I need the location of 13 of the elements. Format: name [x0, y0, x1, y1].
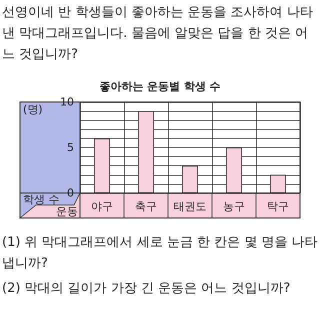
text: (1) 위 막대그래프에서 세로 눈금 한 칸은 몇 명을 나타냅니까?	[2, 235, 318, 271]
x-tick-label: 야구	[91, 200, 113, 213]
y-tick-label: 5	[67, 141, 74, 154]
x-tick-label: 농구	[223, 200, 245, 213]
x-tick-label: 태권도	[174, 200, 206, 213]
text: 선영이네 반 학생들이 좋아하는 운동을 조사하여 나타낸 막대그래프입니다. 물음에 알맞은 답을 한 것은 어느 것입니까?	[2, 5, 313, 62]
x-tick-label: 탁구	[267, 200, 289, 213]
chart-title: 좋아하는 운동별 학생 수	[99, 80, 221, 93]
text: (명)	[23, 103, 43, 116]
x-tick-label: 축구	[135, 200, 157, 213]
text: (2) 막대의 길이가 가장 긴 운동은 어느 것입니까?	[2, 281, 290, 296]
x-axis-title: 운동	[56, 205, 78, 218]
y-axis-title: 학생 수	[23, 193, 60, 206]
